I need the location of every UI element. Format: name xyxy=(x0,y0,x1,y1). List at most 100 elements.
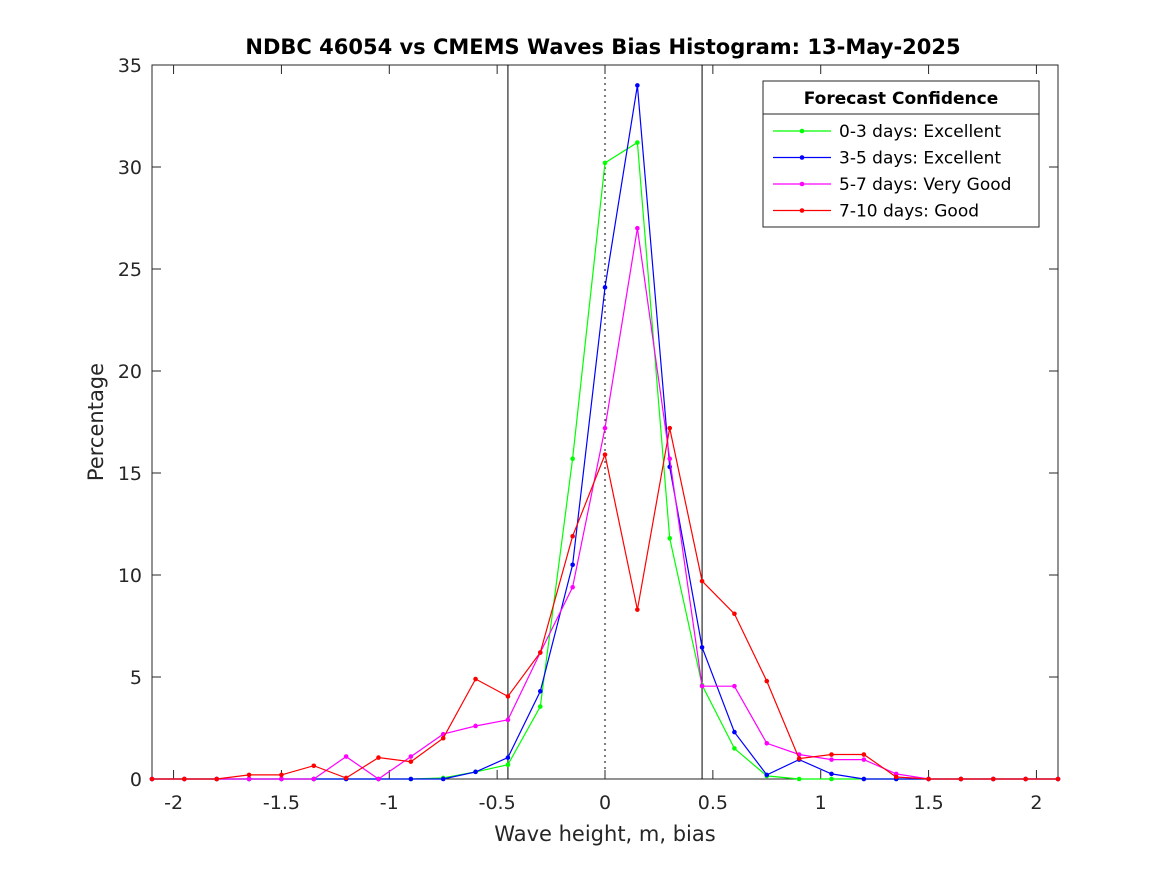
data-point xyxy=(570,562,575,568)
y-tick-label: 30 xyxy=(118,157,142,179)
data-point xyxy=(570,456,575,462)
y-tick-label: 25 xyxy=(118,259,142,281)
data-point xyxy=(667,535,673,541)
data-point xyxy=(732,729,737,735)
data-point xyxy=(214,776,220,782)
data-point xyxy=(829,757,834,762)
data-point xyxy=(376,776,381,782)
data-point xyxy=(829,771,834,777)
data-point xyxy=(149,776,155,782)
data-point xyxy=(893,774,899,780)
data-point xyxy=(279,776,284,782)
legend-item: 3-5 days: Excellent xyxy=(773,149,1001,169)
data-point xyxy=(861,757,867,762)
data-point xyxy=(699,683,705,689)
y-tick-label: 20 xyxy=(118,361,142,383)
data-point xyxy=(635,83,640,88)
data-point xyxy=(440,735,446,741)
data-point xyxy=(958,776,964,782)
data-point xyxy=(537,704,543,709)
data-point xyxy=(602,285,608,290)
data-point xyxy=(505,755,511,760)
data-point xyxy=(279,772,284,778)
series-4 xyxy=(149,425,1061,782)
legend-box xyxy=(762,80,1040,228)
data-point xyxy=(1023,776,1028,782)
data-point xyxy=(602,425,608,431)
legend: Forecast Confidence 0-3 days: Excellent 3… xyxy=(762,80,1040,228)
data-point xyxy=(635,607,640,612)
x-tick-label: 2 xyxy=(1030,792,1042,814)
data-point xyxy=(537,688,543,694)
data-point xyxy=(764,772,770,778)
data-point xyxy=(246,776,252,782)
data-point xyxy=(699,645,705,650)
y-tick-label: 0 xyxy=(130,769,142,791)
legend-label: 0-3 days: Excellent xyxy=(839,122,1001,142)
x-tick-label: 0.5 xyxy=(698,792,728,814)
data-point xyxy=(764,678,770,684)
data-point xyxy=(602,452,608,457)
data-point xyxy=(343,775,349,781)
data-point xyxy=(440,776,446,782)
data-point xyxy=(602,160,608,166)
data-point xyxy=(796,776,802,782)
data-point xyxy=(1055,776,1061,782)
y-tick-label: 10 xyxy=(118,565,142,587)
data-point xyxy=(311,776,317,782)
data-point xyxy=(990,776,996,782)
legend-item: 7-10 days: Good xyxy=(773,202,979,222)
data-point xyxy=(311,763,317,769)
x-tick-label: 0 xyxy=(599,792,611,814)
reference-lines xyxy=(507,65,703,779)
data-point xyxy=(408,776,414,782)
y-axis-ticks: 0 5 10 15 20 25 30 35 xyxy=(118,55,1058,791)
x-tick-label: 1.5 xyxy=(913,792,943,814)
data-point xyxy=(505,762,511,768)
x-tick-label: -1.5 xyxy=(263,792,300,814)
data-point xyxy=(796,756,802,761)
data-point xyxy=(473,723,478,729)
data-point xyxy=(861,752,867,757)
x-tick-label: -0.5 xyxy=(479,792,516,814)
data-point xyxy=(829,752,834,757)
legend-label: 7-10 days: Good xyxy=(839,202,979,222)
data-point xyxy=(732,611,737,617)
data-point xyxy=(635,140,640,145)
data-point xyxy=(246,772,252,778)
y-tick-label: 15 xyxy=(118,463,142,485)
legend-label: 3-5 days: Excellent xyxy=(839,149,1001,169)
series-layer xyxy=(149,83,1061,782)
data-point xyxy=(376,755,381,760)
data-point xyxy=(473,676,478,682)
data-point xyxy=(408,759,414,764)
data-point xyxy=(667,425,673,431)
legend-label: 5-7 days: Very Good xyxy=(839,175,1011,195)
legend-items: 0-3 days: Excellent 3-5 days: Excellent 5-… xyxy=(773,122,1011,222)
chart-title: NDBC 46054 vs CMEMS Waves Bias Histogram… xyxy=(245,35,960,59)
data-point xyxy=(505,717,511,723)
data-point xyxy=(537,650,543,655)
x-tick-label: 1 xyxy=(815,792,827,814)
data-point xyxy=(732,746,737,751)
x-tick-label: -1 xyxy=(380,792,399,814)
data-point xyxy=(473,769,478,775)
data-point xyxy=(570,584,575,590)
legend-swatch-marker xyxy=(799,155,805,160)
data-point xyxy=(505,694,511,699)
x-axis-ticks: -2 -1.5 -1 -0.5 0 0.5 1 1.5 2 xyxy=(164,65,1042,814)
data-point xyxy=(343,754,349,759)
data-point xyxy=(699,578,705,584)
data-point xyxy=(182,776,187,782)
legend-swatch-marker xyxy=(799,128,805,134)
y-axis-label: Percentage xyxy=(84,363,108,481)
data-point xyxy=(667,456,673,462)
y-tick-label: 35 xyxy=(118,55,142,77)
legend-swatch-marker xyxy=(799,208,805,213)
data-point xyxy=(635,225,640,231)
y-tick-label: 5 xyxy=(130,667,142,689)
data-point xyxy=(829,776,834,782)
data-point xyxy=(570,533,575,539)
data-point xyxy=(732,683,737,689)
